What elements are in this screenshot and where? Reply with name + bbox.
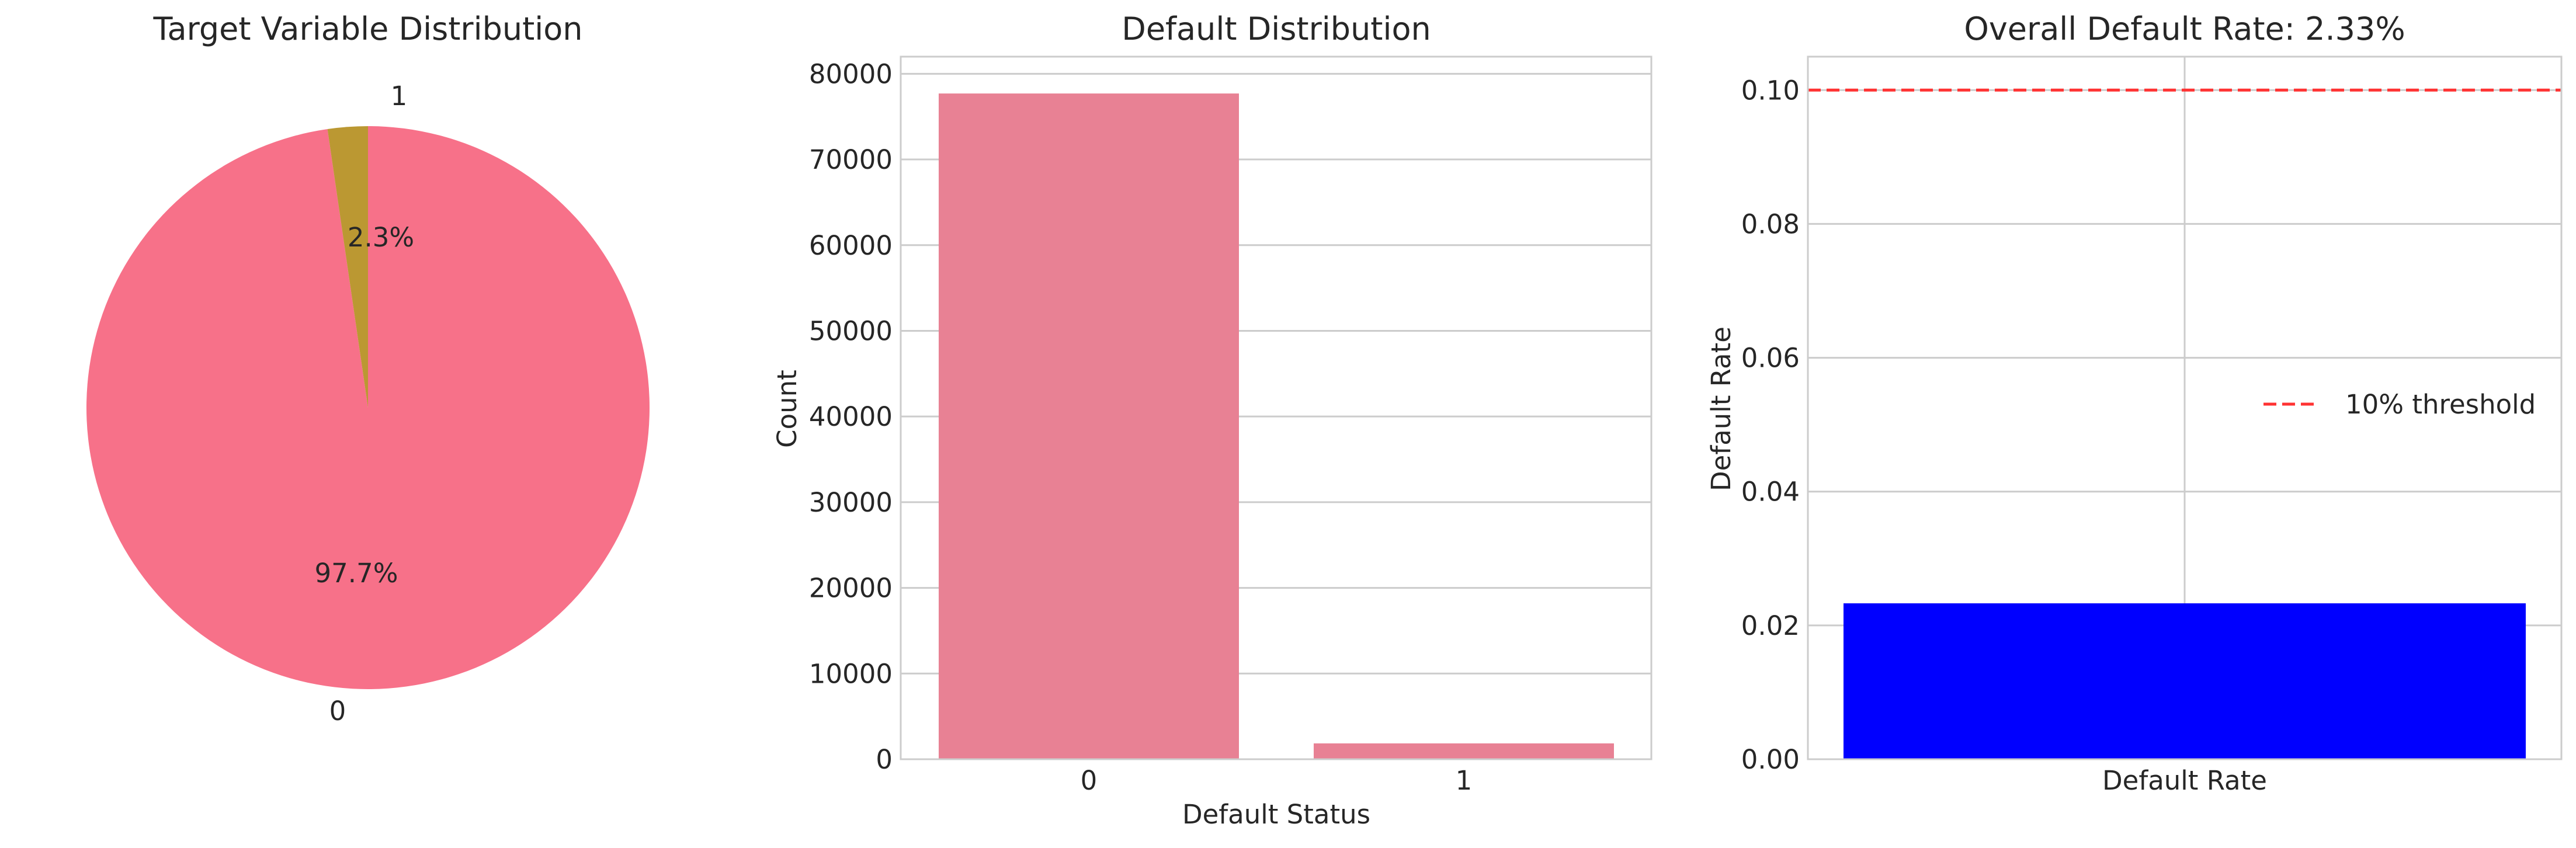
legend-threshold-label: 10% threshold	[2345, 389, 2536, 420]
ytick-label: 30000	[809, 487, 893, 518]
ytick-label: 40000	[809, 401, 893, 432]
rate-xticks: Default Rate	[2102, 765, 2267, 796]
pie-pct-0: 97.7%	[315, 558, 398, 589]
pie-slice-1	[327, 126, 368, 408]
bar-count-xlabel: Default Status	[1182, 799, 1370, 830]
ytick-label: 0.06	[1741, 343, 1800, 374]
ytick-label: 0.02	[1741, 610, 1800, 641]
xtick-label: 1	[1456, 765, 1473, 796]
bar-count-panel: Default Distribution 0 10000 20000 30000 400…	[772, 11, 1652, 830]
rate-title: Overall Default Rate: 2.33%	[1964, 11, 2405, 47]
bar-count-bars	[939, 93, 1614, 760]
rate-frame	[1807, 55, 2563, 760]
pie-label-1: 1	[391, 81, 408, 112]
xtick-label: Default Rate	[2102, 765, 2267, 796]
rate-panel: Overall Default Rate: 2.33% 0.00 0.02 0.04…	[1706, 11, 2563, 796]
bar-default-rate	[1844, 603, 2526, 759]
ytick-label: 50000	[809, 315, 893, 346]
pie-panel: Target Variable Distribution 0 1 97.7% 2…	[86, 11, 650, 727]
ytick-label: 0.00	[1741, 744, 1800, 775]
bar-0	[939, 93, 1239, 760]
pie-label-0: 0	[329, 696, 346, 727]
pie-title: Target Variable Distribution	[152, 11, 582, 47]
ytick-label: 0.08	[1741, 208, 1800, 239]
ytick-label: 80000	[809, 58, 893, 89]
rate-bars	[1844, 603, 2526, 759]
ytick-label: 0.10	[1741, 75, 1800, 106]
rate-ylabel: Default Rate	[1706, 326, 1737, 491]
bar-1	[1314, 743, 1614, 759]
pie-pct-1: 2.3%	[348, 222, 414, 253]
ytick-label: 60000	[809, 230, 893, 261]
ytick-label: 0	[876, 744, 893, 775]
bar-count-frame	[900, 55, 1652, 760]
rate-legend: 10% threshold	[2263, 389, 2536, 420]
bar-count-ylabel: Count	[772, 370, 803, 448]
ytick-label: 10000	[809, 658, 893, 689]
bar-count-title: Default Distribution	[1122, 11, 1431, 47]
ytick-label: 70000	[809, 144, 893, 175]
xtick-label: 0	[1081, 765, 1098, 796]
pie-slices	[86, 126, 650, 689]
bar-count-yticks: 0 10000 20000 30000 40000 50000 60000 70000 8000…	[809, 58, 893, 775]
ytick-label: 0.04	[1741, 477, 1800, 508]
rate-yticks: 0.00 0.02 0.04 0.06 0.08 0.10	[1741, 75, 1800, 775]
ytick-label: 20000	[809, 573, 893, 604]
